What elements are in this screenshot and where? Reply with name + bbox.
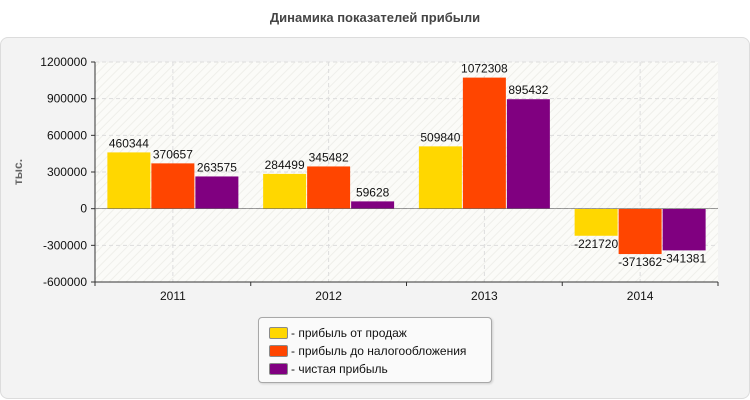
y-tick-label: -600000 (43, 275, 87, 289)
bar-value-label: 460344 (109, 136, 149, 150)
legend-item-net-profit: - чистая прибыль (269, 360, 388, 378)
y-tick-label: 900000 (47, 92, 87, 106)
bar (107, 152, 151, 209)
bar (506, 99, 550, 209)
bar-value-label: 59628 (356, 185, 390, 199)
legend-swatch (269, 345, 288, 357)
chart-title: Динамика показателей прибыли (269, 10, 481, 25)
legend-swatch (269, 363, 288, 375)
bar-value-label: -371362 (618, 255, 662, 269)
bar-value-label: -221720 (574, 237, 618, 251)
bar (418, 146, 462, 209)
legend-item-pretax-profit: - прибыль до налогообложения (269, 342, 466, 360)
bar (263, 173, 307, 209)
y-tick-label: -300000 (43, 238, 87, 252)
y-tick-label: 600000 (47, 128, 87, 142)
x-tick-label: 2014 (627, 289, 654, 303)
bar (574, 208, 618, 236)
bar (662, 208, 706, 251)
legend: - прибыль от продаж - прибыль до налогоо… (258, 317, 492, 383)
bar (351, 201, 395, 209)
x-tick-label: 2011 (160, 289, 186, 303)
legend-item-sales-profit: - прибыль от продаж (269, 324, 407, 342)
legend-label: - прибыль от продаж (291, 326, 407, 340)
bar (151, 163, 195, 209)
legend-label: - прибыль до налогообложения (291, 344, 467, 358)
bar (462, 77, 506, 209)
bar (307, 166, 351, 209)
legend-label: - чистая прибыль (291, 362, 388, 376)
y-axis-title: тыс. (11, 159, 25, 185)
bar-value-label: 263575 (197, 160, 237, 174)
bar-value-label: 1072308 (461, 62, 508, 76)
bar-value-label: 370657 (153, 147, 193, 161)
legend-swatch (269, 327, 288, 339)
bar (195, 176, 239, 209)
bar (618, 208, 662, 255)
bar-value-label: 895432 (508, 83, 548, 97)
y-tick-label: 0 (80, 202, 87, 216)
bar-value-label: 509840 (420, 130, 460, 144)
bar-value-label: -341381 (662, 251, 706, 265)
y-tick-label: 300000 (47, 165, 87, 179)
bar-value-label: 345482 (309, 150, 349, 164)
x-tick-label: 2013 (471, 289, 498, 303)
x-tick-label: 2012 (315, 289, 342, 303)
bar-value-label: 284499 (265, 158, 305, 172)
y-tick-label: 1200000 (40, 55, 87, 69)
